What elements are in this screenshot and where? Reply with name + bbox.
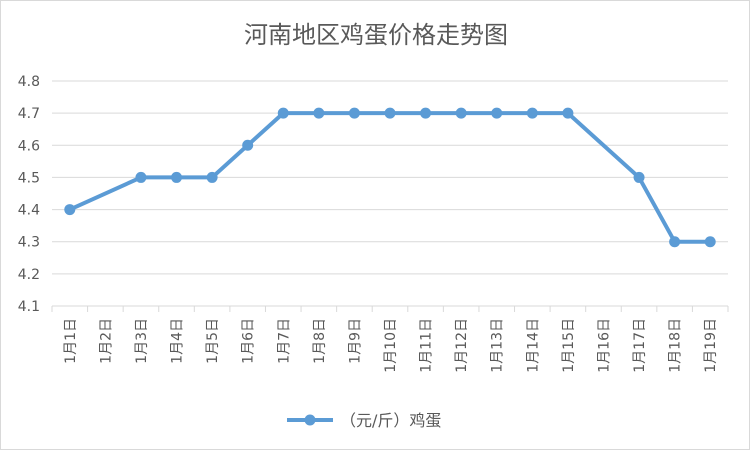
data-point — [242, 139, 254, 151]
x-tick-label: 1月12日 — [454, 318, 470, 373]
y-tick-label: 4.6 — [18, 138, 40, 154]
y-tick-label: 4.5 — [18, 170, 40, 186]
x-tick-label: 1月18日 — [668, 318, 684, 373]
x-tick-label: 1月4日 — [170, 318, 186, 364]
y-tick-label: 4.2 — [18, 267, 40, 283]
x-tick-label: 1月5日 — [205, 318, 221, 364]
data-point — [348, 107, 360, 119]
y-tick-label: 4.4 — [18, 203, 40, 219]
x-tick-label: 1月3日 — [134, 318, 150, 364]
data-point — [313, 107, 325, 119]
x-tick-label: 1月9日 — [347, 318, 363, 364]
data-point — [526, 107, 538, 119]
data-point — [420, 107, 432, 119]
data-point — [633, 171, 645, 183]
data-point — [206, 171, 218, 183]
data-point — [171, 171, 183, 183]
series-line — [64, 107, 716, 248]
y-tick-label: 4.3 — [18, 235, 40, 251]
data-point — [384, 107, 396, 119]
x-tick-label: 1月14日 — [525, 318, 541, 373]
data-point — [277, 107, 289, 119]
legend-marker-icon — [304, 414, 316, 426]
x-tick-label: 1月13日 — [490, 318, 506, 373]
data-point — [562, 107, 574, 119]
x-tick-label: 1月2日 — [98, 318, 114, 364]
chart-title: 河南地区鸡蛋价格走势图 — [244, 21, 508, 49]
x-tick-label: 1月15日 — [561, 318, 577, 373]
data-point — [491, 107, 503, 119]
x-axis: 1月1日 1月2日 1月3日 1月4日 1月5日 1月6日 1月7日 1月8日 1月9日 1月10… — [51, 306, 729, 373]
x-tick-label: 1月16日 — [596, 318, 612, 373]
data-point — [64, 204, 76, 216]
legend-label: （元/斤）鸡蛋 — [340, 411, 441, 430]
legend: （元/斤）鸡蛋 — [287, 411, 441, 430]
x-tick-label: 1月1日 — [63, 318, 79, 364]
x-tick-label: 1月10日 — [383, 318, 399, 373]
data-point — [135, 171, 147, 183]
x-tick-label: 1月6日 — [241, 318, 257, 364]
y-tick-label: 4.7 — [18, 106, 40, 122]
y-axis-ticks: 4.1 4.2 4.3 4.4 4.5 4.6 4.7 4.8 — [18, 74, 40, 315]
x-tick-label: 1月17日 — [632, 318, 648, 373]
data-point — [455, 107, 467, 119]
x-tick-label: 1月19日 — [703, 318, 719, 373]
x-tick-label: 1月7日 — [276, 318, 292, 364]
x-tick-label: 1月8日 — [312, 318, 328, 364]
x-tick-label: 1月11日 — [419, 318, 435, 373]
y-tick-label: 4.1 — [18, 299, 40, 315]
y-tick-label: 4.8 — [18, 74, 40, 90]
data-point — [704, 236, 716, 248]
data-point — [669, 236, 681, 248]
